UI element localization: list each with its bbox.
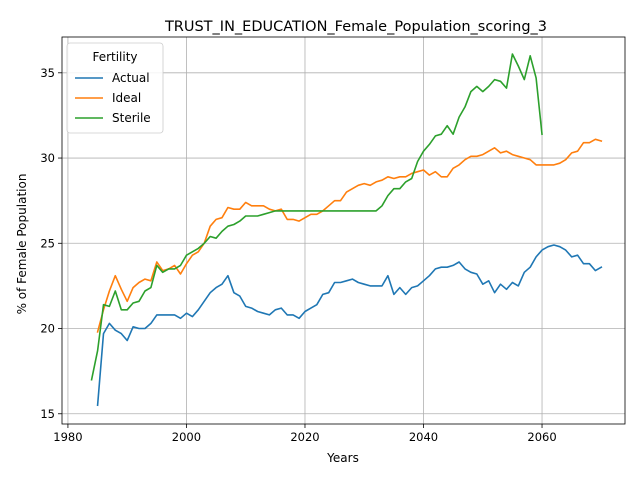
x-axis-ticks: 1980 2000 2020 2040 2060 (53, 424, 557, 444)
y-tick-label: 15 (40, 407, 55, 421)
y-axis-ticks: 15 20 25 30 35 (40, 66, 62, 421)
y-tick-label: 20 (40, 322, 55, 336)
legend-title: Fertility (92, 50, 137, 64)
legend: Fertility Actual Ideal Sterile (66, 42, 164, 134)
legend-label-actual: Actual (112, 71, 150, 85)
legend-items: Actual Ideal Sterile (75, 71, 151, 125)
y-axis-label: % of Female Population (15, 174, 29, 315)
series-lines (90, 53, 603, 407)
x-tick-label: 2060 (527, 430, 556, 444)
x-tick-label: 2040 (409, 430, 438, 444)
x-axis-label: Years (326, 451, 359, 465)
y-tick-label: 25 (40, 236, 55, 250)
grid-lines (62, 37, 625, 424)
plot-frame (61, 36, 626, 425)
x-tick-label: 1980 (53, 430, 82, 444)
series-line-ideal (96, 138, 603, 333)
x-tick-label: 2000 (172, 430, 201, 444)
x-tick-label: 2020 (290, 430, 319, 444)
legend-box (66, 42, 164, 134)
legend-label-ideal: Ideal (112, 91, 141, 105)
legend-label-sterile: Sterile (112, 111, 151, 125)
y-tick-label: 35 (40, 66, 55, 80)
series-line-sterile (90, 53, 543, 381)
series-line-actual (96, 244, 603, 407)
y-tick-label: 30 (40, 151, 55, 165)
chart-title: TRUST_IN_EDUCATION_Female_Population_sco… (164, 19, 547, 35)
